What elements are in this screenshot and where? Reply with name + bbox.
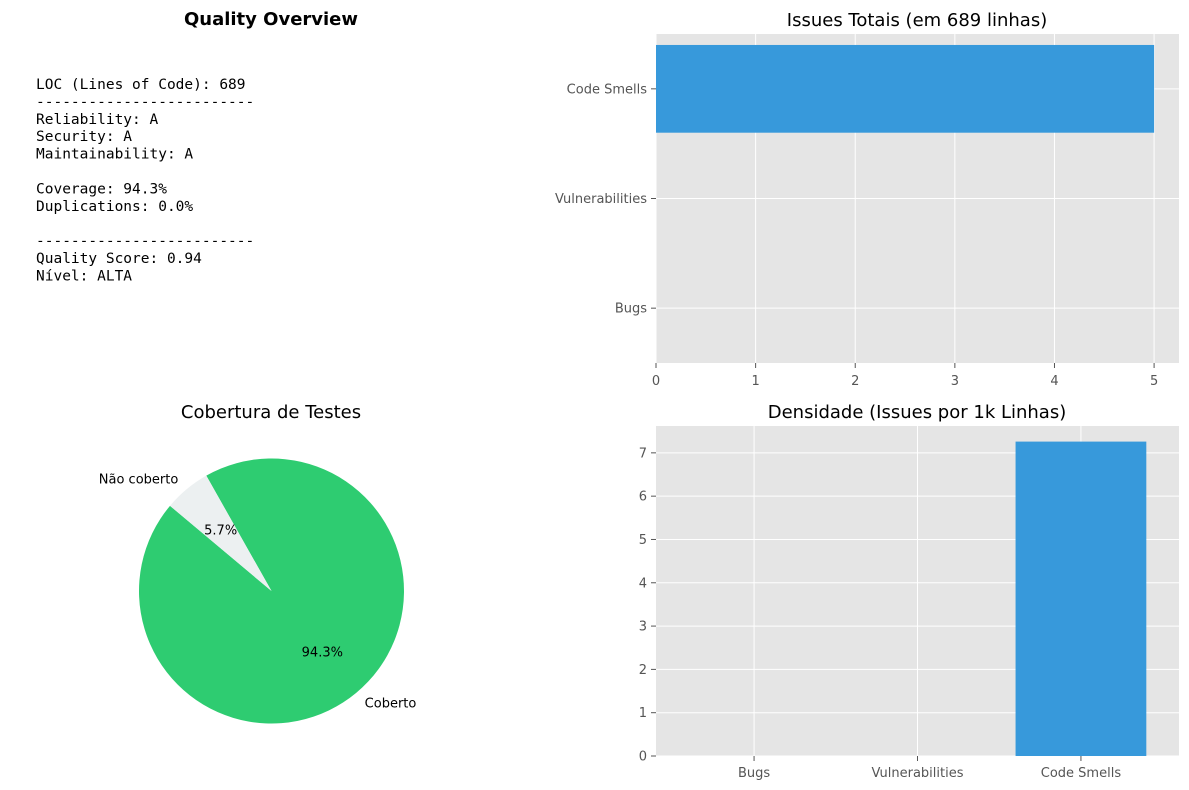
overview-title: Quality Overview	[184, 9, 358, 30]
issues-chart-title: Issues Totais (em 689 linhas)	[787, 10, 1047, 31]
overview-line: -------------------------	[36, 234, 254, 250]
y-tick-label: Bugs	[615, 302, 647, 317]
overview-line: Nível: ALTA	[36, 268, 132, 284]
densidade-chart: Densidade (Issues por 1k Linhas) 0 1 2 3 4 5 6…	[639, 402, 1179, 781]
pie-chart-title: Cobertura de Testes	[181, 402, 361, 423]
y-tick-label: Code Smells	[567, 82, 648, 97]
cobertura-chart: Cobertura de Testes Coberto 94.3% Não cobe…	[99, 402, 417, 724]
overview-line: Duplications: 0.0%	[36, 199, 193, 215]
x-tick-label: 1	[751, 374, 759, 389]
overview-line: Reliability: A	[36, 112, 158, 128]
issues-plot-area: 0 1 2 3 4 5 Bugs Vulnerabilities Code Smells	[555, 34, 1179, 389]
pie-area: Coberto 94.3% Não coberto 5.7%	[99, 458, 417, 724]
pie-pct-label: 5.7%	[204, 523, 237, 538]
y-tick-label: 4	[639, 576, 647, 591]
pie-pct-label: 94.3%	[302, 646, 343, 661]
quality-overview-panel: Quality Overview LOC (Lines of Code): 68…	[36, 9, 358, 284]
bar-code-smells	[1015, 441, 1147, 756]
density-chart-title: Densidade (Issues por 1k Linhas)	[768, 402, 1067, 423]
overview-line: Security: A	[36, 129, 132, 145]
overview-lines: LOC (Lines of Code): 689----------------…	[36, 77, 254, 284]
y-tick-label: 7	[639, 446, 647, 461]
x-tick-label: 5	[1150, 374, 1158, 389]
x-tick-label: Vulnerabilities	[872, 766, 964, 781]
issues-totais-chart: Issues Totais (em 689 linhas) 0 1 2 3 4 5 Bugs…	[555, 10, 1179, 389]
overview-line: Quality Score: 0.94	[36, 251, 202, 267]
overview-line: LOC (Lines of Code): 689	[36, 77, 246, 93]
y-tick-label: 1	[639, 706, 647, 721]
y-tick-label: 2	[639, 663, 647, 678]
x-tick-label: Bugs	[738, 766, 770, 781]
x-tick-label: 0	[652, 374, 660, 389]
bar-code-smells	[656, 44, 1155, 133]
y-tick-label: 3	[639, 620, 647, 635]
x-tick-label: 3	[951, 374, 959, 389]
y-tick-label: Vulnerabilities	[555, 192, 647, 207]
density-plot-area: 0 1 2 3 4 5 6 7 Bugs Vulnerabilities Code Smells	[639, 426, 1179, 781]
x-tick-label: 2	[851, 374, 859, 389]
pie-slice-nao-coberto	[169, 475, 272, 591]
pie-slice-coberto	[139, 458, 405, 724]
overview-line: -------------------------	[36, 94, 254, 110]
x-tick-label: 4	[1050, 374, 1058, 389]
x-tick-label: Code Smells	[1041, 766, 1122, 781]
y-tick-label: 0	[639, 750, 647, 765]
overview-line: Maintainability: A	[36, 147, 193, 163]
pie-label: Não coberto	[99, 472, 179, 487]
y-tick-label: 5	[639, 533, 647, 548]
pie-label: Coberto	[365, 697, 417, 712]
overview-line: Coverage: 94.3%	[36, 181, 167, 197]
y-tick-label: 6	[639, 490, 647, 505]
